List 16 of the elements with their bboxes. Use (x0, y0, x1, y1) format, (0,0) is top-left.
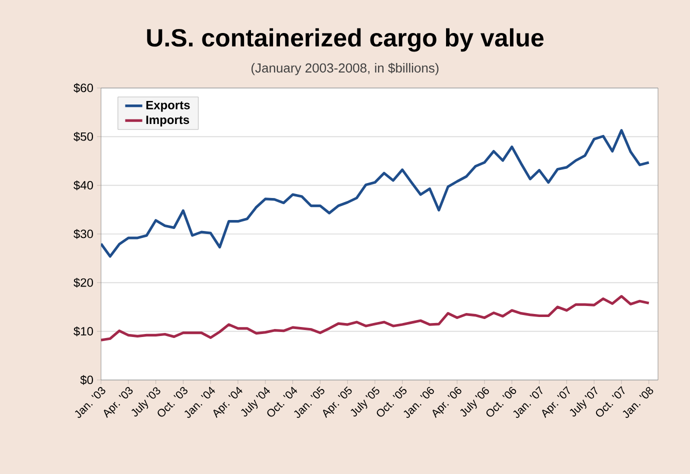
x-tick-label: July '07 (570, 386, 598, 417)
y-tick-label: $20 (74, 278, 94, 288)
y-tick-label: $50 (74, 132, 94, 142)
chart-title: U.S. containerized cargo by value (147, 28, 544, 52)
y-tick-label: $0 (80, 375, 94, 385)
x-tick-label: Jan. '03 (74, 387, 106, 418)
chart-subtitle: (January 2003-2008, in $billions) (251, 62, 438, 76)
y-tick-label: $30 (74, 229, 94, 239)
legend-label: Imports (146, 116, 190, 126)
y-tick-label: $10 (74, 326, 94, 336)
x-tick-label: Apr. '06 (432, 386, 462, 418)
y-tick-label: $40 (74, 180, 94, 190)
line-series (101, 129, 650, 258)
legend-label: Exports (146, 100, 190, 112)
y-tick-label: $60 (74, 83, 94, 93)
x-tick-label: Apr. '07 (542, 386, 570, 418)
